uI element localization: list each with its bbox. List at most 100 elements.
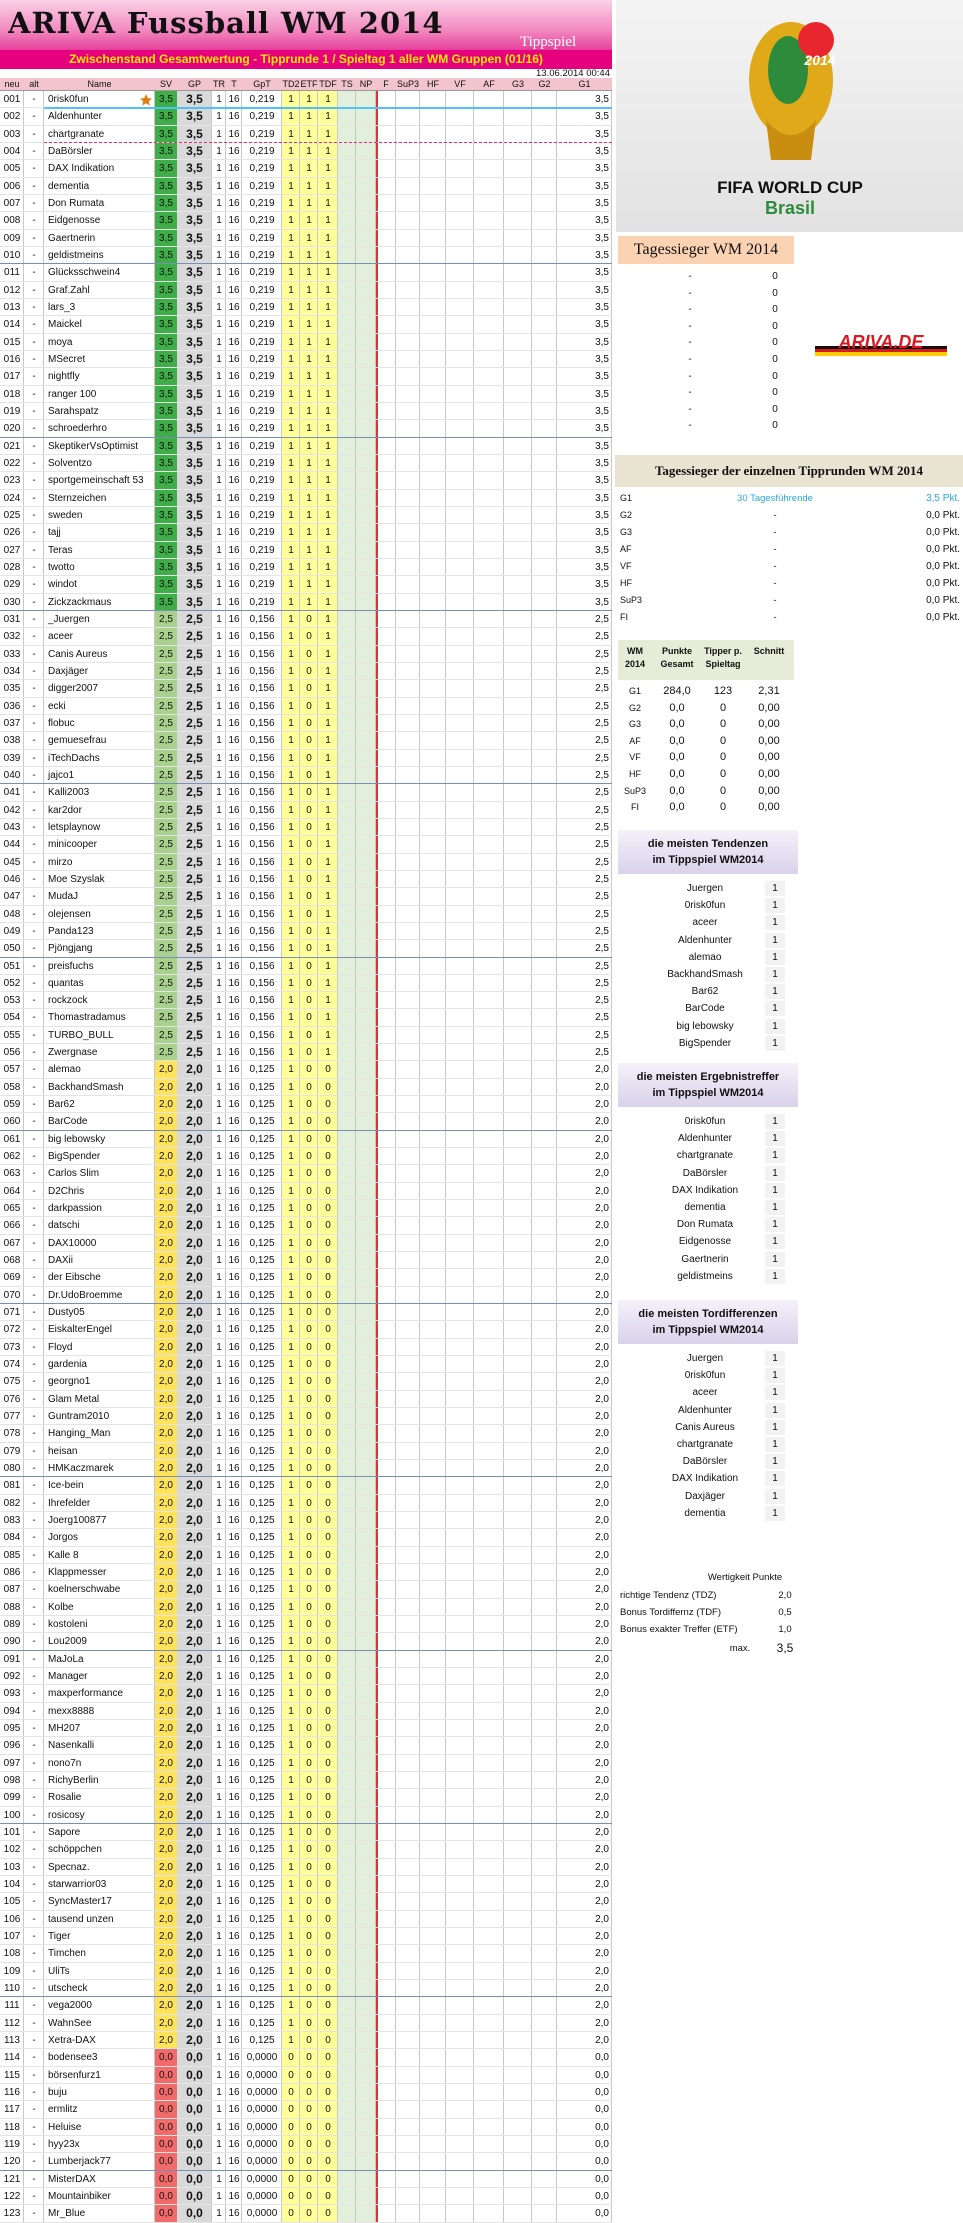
weight-max-label: max. [729, 1643, 751, 1654]
row-line [0, 2134, 612, 2136]
cell: 1 [288, 1827, 294, 1838]
cell: - [32, 2121, 36, 2133]
cell: 047 [3, 891, 21, 903]
cell: 2,5 [159, 804, 173, 816]
cell: 1 [306, 180, 312, 192]
cell: 1 [306, 353, 312, 365]
column-strip [226, 91, 242, 2223]
cell: 0 [306, 1515, 312, 1527]
sv-cell [155, 1754, 177, 1772]
cell: 0,156 [249, 1047, 275, 1059]
cell: 2,0 [186, 2015, 203, 2030]
cell: 041 [3, 787, 21, 799]
cell: 1 [288, 977, 294, 989]
cell: 16 [228, 561, 240, 573]
list-name: Juergen [686, 1353, 724, 1364]
cell: 1 [306, 405, 312, 417]
cell: 1 [288, 631, 294, 643]
sv-cell [155, 1269, 177, 1287]
column-header: GP [187, 79, 201, 89]
cell: 2,5 [595, 613, 609, 625]
cell: 1 [288, 405, 294, 417]
cell: 0 [306, 2190, 312, 2202]
row-line [0, 211, 612, 213]
cell: 1 [288, 1705, 294, 1717]
cell: 1 [288, 1116, 294, 1128]
cell: 2,0 [595, 1896, 609, 1908]
cell: 065 [3, 1203, 21, 1215]
cell: 1 [216, 908, 222, 920]
cell: 0,125 [249, 1133, 275, 1145]
cell: 2,0 [159, 1844, 173, 1856]
cell: 0,0 [159, 2156, 173, 2168]
cell: utscheck [48, 1982, 88, 1994]
cell: moya [48, 336, 73, 348]
stats-header: Punkte Gesamt [660, 646, 694, 669]
row-line [0, 471, 612, 473]
cell: 1 [216, 960, 222, 972]
cell: 1 [325, 215, 331, 227]
list-count: 1 [765, 1114, 785, 1129]
row-line [0, 159, 612, 161]
cell: 1 [216, 440, 222, 452]
sv-cell [155, 801, 177, 819]
cell: 1 [216, 804, 222, 816]
cell: 051 [3, 960, 21, 972]
cell: 0 [306, 1653, 312, 1665]
cell: 1 [306, 163, 312, 175]
cell: - [32, 111, 36, 123]
cell: 052 [3, 977, 21, 989]
cell: 2,0 [186, 1617, 203, 1632]
cell: 2,0 [159, 1428, 173, 1440]
cell: 0,219 [249, 111, 275, 123]
cell: 16 [228, 1203, 240, 1215]
row-line [0, 540, 612, 542]
logo-area [616, 0, 963, 232]
cell: 16 [228, 1307, 240, 1319]
cell: 1 [306, 388, 312, 400]
cell: 2,0 [595, 1393, 609, 1405]
cell: 16 [228, 631, 240, 643]
cell: - [32, 2034, 36, 2046]
cell: 1 [306, 527, 312, 539]
sv-cell [155, 1737, 177, 1755]
cell: 16 [228, 804, 240, 816]
cell: 0 [325, 2190, 331, 2202]
cell: 063 [3, 1168, 21, 1180]
cell: 1 [288, 1896, 294, 1908]
cell: 16 [228, 856, 240, 868]
cell: 1 [325, 405, 331, 417]
row-line [0, 1719, 612, 1721]
sv-cell [155, 2153, 177, 2171]
row-line [0, 1337, 612, 1339]
cell: 2,0 [159, 1688, 173, 1700]
cell: 2,5 [159, 700, 173, 712]
cell: 16 [228, 1913, 240, 1925]
list-name: DAX Indikation [671, 1184, 739, 1196]
cell: 2,0 [186, 1305, 203, 1320]
sv-cell [155, 2083, 177, 2102]
cell: 3,5 [159, 336, 173, 348]
cell: 16 [228, 249, 240, 261]
cell: 1 [325, 527, 331, 539]
sv-cell [155, 992, 177, 1010]
cell: 2,0 [159, 1636, 173, 1648]
cell: 16 [228, 2190, 240, 2202]
cell: 2,0 [595, 1809, 609, 1821]
cell: 3,5 [159, 527, 173, 539]
cell: 3,5 [595, 284, 609, 296]
list-name: Daxjäger [684, 1490, 726, 1502]
cell: - [32, 405, 36, 417]
cell: 0,125 [249, 1688, 275, 1700]
cell: 1 [216, 1237, 222, 1249]
cell: 113 [4, 2034, 20, 2046]
stats-cell: 0,00 [758, 734, 780, 747]
cell: 2,0 [159, 1653, 173, 1665]
sv-cell [155, 1494, 177, 1513]
cell: 1 [325, 839, 331, 851]
cell: 0 [325, 1775, 331, 1786]
cell: 1 [216, 128, 222, 140]
row-line [0, 1233, 612, 1235]
cell: 2,5 [595, 925, 609, 937]
